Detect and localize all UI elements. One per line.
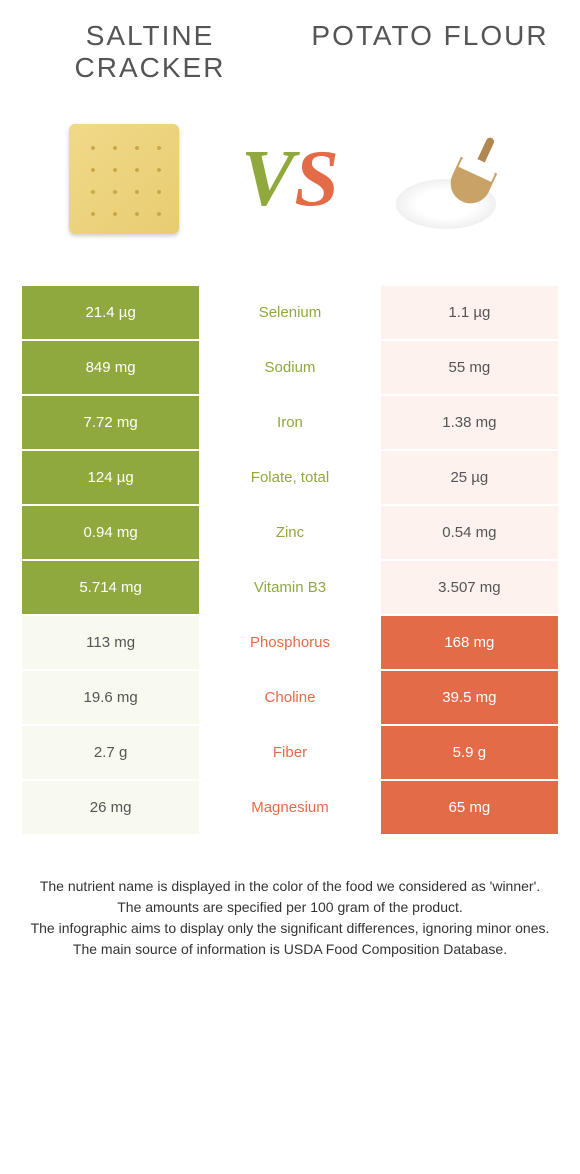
- left-value: 2.7 g: [21, 725, 200, 780]
- flour-icon: [386, 119, 526, 239]
- nutrient-name: Fiber: [200, 725, 380, 780]
- nutrient-name: Sodium: [200, 340, 380, 395]
- left-value: 19.6 mg: [21, 670, 200, 725]
- right-value: 65 mg: [380, 780, 559, 835]
- left-value: 113 mg: [21, 615, 200, 670]
- comparison-table: 21.4 µgSelenium1.1 µg849 mgSodium55 mg7.…: [20, 284, 560, 836]
- left-value: 5.714 mg: [21, 560, 200, 615]
- nutrient-name: Phosphorus: [200, 615, 380, 670]
- right-value: 1.1 µg: [380, 285, 559, 340]
- left-value: 0.94 mg: [21, 505, 200, 560]
- right-value: 55 mg: [380, 340, 559, 395]
- vs-label: VS: [241, 134, 339, 225]
- vs-s: S: [294, 135, 339, 223]
- right-value: 0.54 mg: [380, 505, 559, 560]
- food1-title: Saltine cracker: [24, 20, 276, 84]
- table-row: 124 µgFolate, total25 µg: [21, 450, 559, 505]
- footer-line4: The main source of information is USDA F…: [30, 939, 550, 960]
- left-value: 21.4 µg: [21, 285, 200, 340]
- cracker-icon: [69, 124, 179, 234]
- table-row: 26 mgMagnesium65 mg: [21, 780, 559, 835]
- nutrient-name: Folate, total: [200, 450, 380, 505]
- table-row: 7.72 mgIron1.38 mg: [21, 395, 559, 450]
- header: Saltine cracker Potato flour: [0, 0, 580, 94]
- table-row: 113 mgPhosphorus168 mg: [21, 615, 559, 670]
- nutrient-name: Selenium: [200, 285, 380, 340]
- nutrient-name: Vitamin B3: [200, 560, 380, 615]
- right-value: 3.507 mg: [380, 560, 559, 615]
- food2-title: Potato flour: [304, 20, 556, 84]
- images-row: VS: [0, 94, 580, 284]
- table-row: 5.714 mgVitamin B33.507 mg: [21, 560, 559, 615]
- nutrient-name: Iron: [200, 395, 380, 450]
- food1-image: [54, 114, 194, 244]
- vs-v: V: [241, 135, 294, 223]
- left-value: 849 mg: [21, 340, 200, 395]
- right-value: 168 mg: [380, 615, 559, 670]
- footer-line1: The nutrient name is displayed in the co…: [30, 876, 550, 897]
- right-value: 25 µg: [380, 450, 559, 505]
- nutrient-name: Magnesium: [200, 780, 380, 835]
- nutrient-name: Zinc: [200, 505, 380, 560]
- table-row: 849 mgSodium55 mg: [21, 340, 559, 395]
- left-value: 26 mg: [21, 780, 200, 835]
- left-value: 7.72 mg: [21, 395, 200, 450]
- right-value: 39.5 mg: [380, 670, 559, 725]
- food2-image: [386, 114, 526, 244]
- left-value: 124 µg: [21, 450, 200, 505]
- right-value: 5.9 g: [380, 725, 559, 780]
- footer-line3: The infographic aims to display only the…: [30, 918, 550, 939]
- footer: The nutrient name is displayed in the co…: [0, 836, 580, 980]
- table-row: 0.94 mgZinc0.54 mg: [21, 505, 559, 560]
- footer-line2: The amounts are specified per 100 gram o…: [30, 897, 550, 918]
- table-row: 19.6 mgCholine39.5 mg: [21, 670, 559, 725]
- table-row: 21.4 µgSelenium1.1 µg: [21, 285, 559, 340]
- table-row: 2.7 gFiber5.9 g: [21, 725, 559, 780]
- right-value: 1.38 mg: [380, 395, 559, 450]
- nutrient-name: Choline: [200, 670, 380, 725]
